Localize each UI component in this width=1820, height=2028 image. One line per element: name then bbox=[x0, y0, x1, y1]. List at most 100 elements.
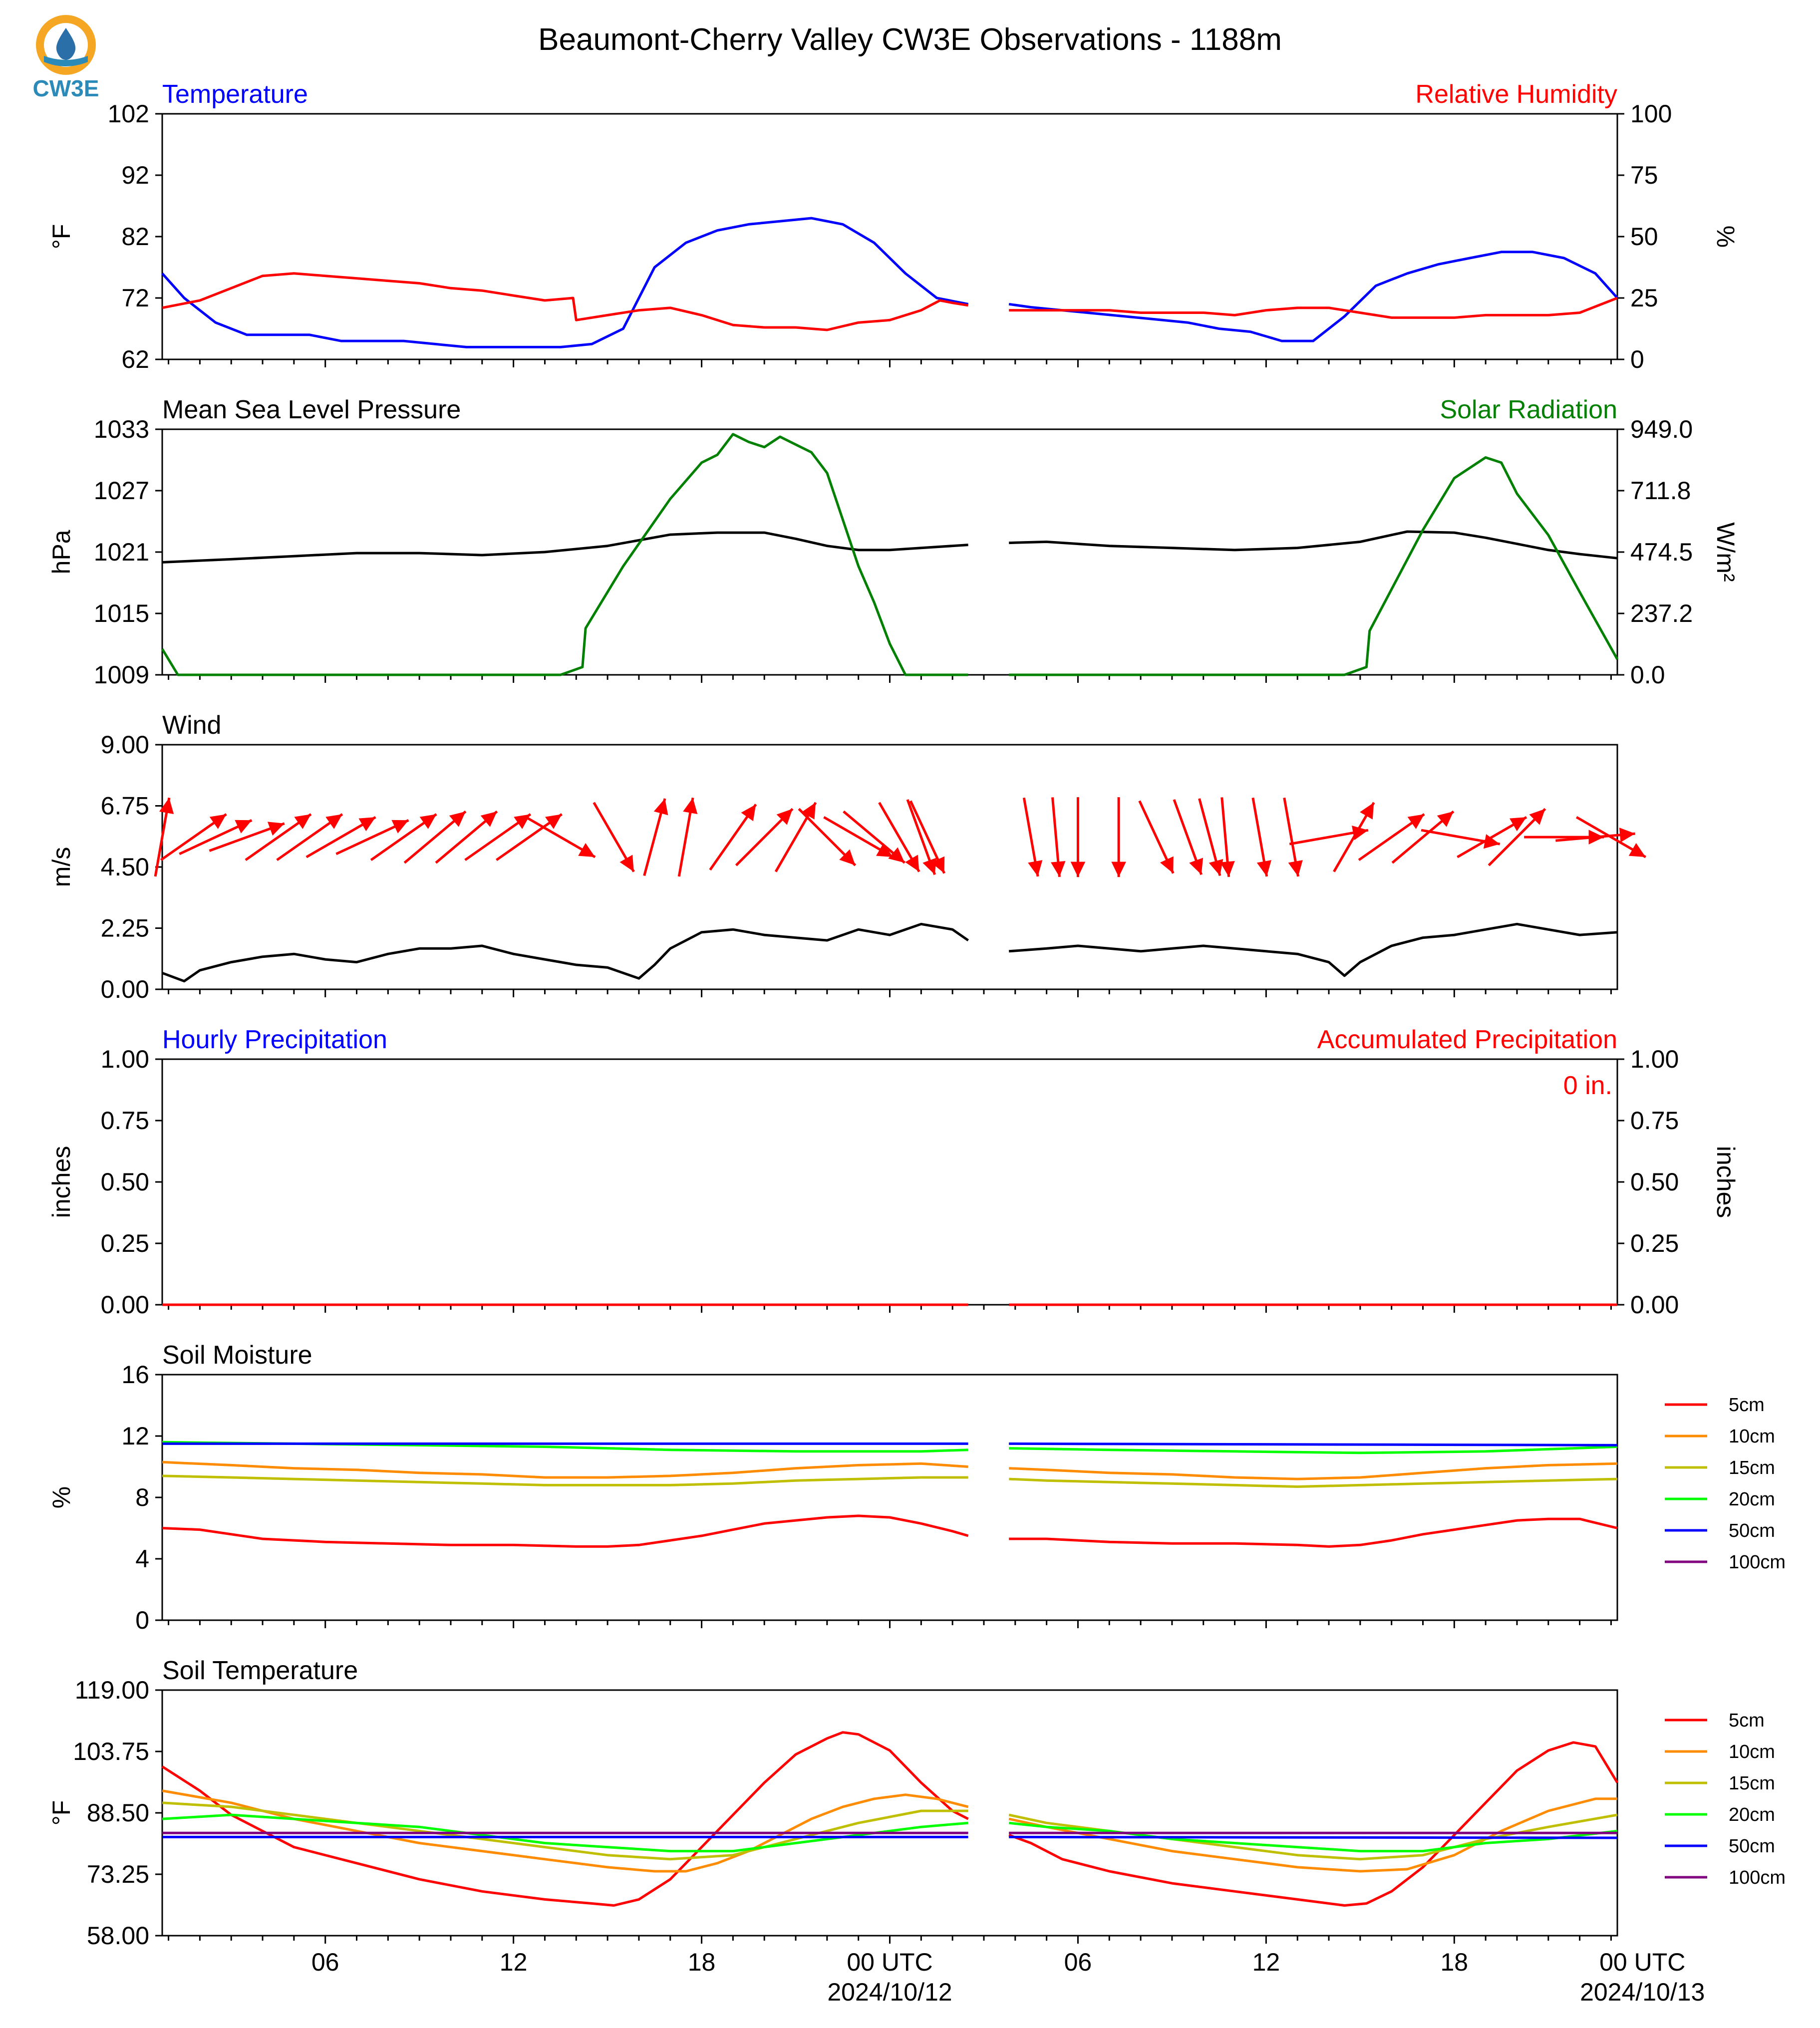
cw3e-logo-icon bbox=[36, 15, 96, 75]
wind-arrow bbox=[878, 802, 920, 872]
wind-arrow-head bbox=[922, 858, 937, 875]
wind-arrow bbox=[909, 800, 945, 874]
wind-arrow bbox=[1391, 810, 1455, 864]
wind-arrow-head bbox=[839, 849, 856, 866]
wind-arrow-head bbox=[1360, 802, 1374, 820]
panel-0: Temperature Relative Humidity 62 72 82 92 102 °… bbox=[47, 80, 1740, 373]
wind-arrow bbox=[1488, 808, 1546, 867]
series-line-relative-humidity bbox=[1009, 296, 1618, 319]
y-tick-label-left: 8 bbox=[135, 1483, 149, 1511]
wind-arrow-head bbox=[358, 817, 376, 832]
y-tick-label-right: 0.00 bbox=[1630, 1291, 1679, 1319]
legend-label: 5cm bbox=[1729, 1710, 1765, 1731]
y-axis-label-left: hPa bbox=[47, 530, 75, 574]
y-tick-label-left: 4.50 bbox=[101, 853, 149, 881]
wind-arrow-head bbox=[1220, 861, 1235, 877]
wind-arrow-head bbox=[391, 820, 409, 834]
y-axis-label-left: m/s bbox=[47, 847, 75, 887]
wind-arrow-head bbox=[876, 843, 893, 858]
wind-arrow-head bbox=[1209, 859, 1223, 876]
panel-3: Hourly Precipitation Accumulated Precipit… bbox=[47, 1025, 1740, 1319]
series-line-20cm bbox=[1008, 1821, 1618, 1853]
y-tick-label-left: 2.25 bbox=[101, 914, 149, 942]
wind-arrow-head bbox=[1189, 858, 1204, 875]
panel-title-left: Mean Sea Level Pressure bbox=[162, 395, 461, 424]
x-tick-label: 18 bbox=[1441, 1948, 1469, 1976]
wind-arrow-head bbox=[619, 855, 634, 872]
wind-arrow bbox=[154, 797, 174, 877]
wind-arrow-head bbox=[480, 811, 497, 827]
y-tick-label-left: 12 bbox=[121, 1422, 149, 1450]
cw3e-logo bbox=[26, 14, 106, 104]
wind-arrow-head bbox=[1288, 860, 1303, 876]
series-line-10cm bbox=[162, 1789, 969, 1873]
series-line-20cm bbox=[1009, 1446, 1618, 1454]
wind-arrow-head bbox=[419, 814, 437, 829]
y-tick-label-left: 92 bbox=[121, 161, 149, 189]
wind-arrow-head bbox=[267, 822, 285, 836]
wind-arrow-head bbox=[1070, 862, 1086, 877]
wind-arrow bbox=[1457, 816, 1527, 859]
series-line-10cm bbox=[1008, 1797, 1617, 1873]
legend-label: 10cm bbox=[1729, 1741, 1775, 1762]
wind-arrow bbox=[774, 802, 817, 872]
wind-arrow-head bbox=[1628, 843, 1646, 858]
y-tick-label-left: 1021 bbox=[94, 538, 149, 566]
wind-arrow bbox=[1022, 797, 1043, 877]
y-tick-label-right: 237.2 bbox=[1630, 599, 1693, 627]
y-tick-label-right: 25 bbox=[1630, 284, 1658, 312]
wind-arrow bbox=[1198, 798, 1223, 876]
wind-arrow-head bbox=[1529, 809, 1545, 825]
panel-4: Soil Moisture 0 4 8 12 16% 5cm 10cm 15cm 20cm 50cm… bbox=[47, 1341, 1786, 1634]
wind-arrow-head bbox=[545, 814, 562, 829]
series-line-mean-sea-level-pressure bbox=[1009, 530, 1618, 560]
y-axis-label-left: °F bbox=[47, 1800, 75, 1826]
wind-arrow bbox=[677, 797, 698, 877]
wind-arrow bbox=[1051, 797, 1066, 877]
wind-arrow bbox=[823, 816, 894, 859]
legend-label: 10cm bbox=[1729, 1426, 1775, 1447]
wind-arrow bbox=[1289, 825, 1369, 846]
wind-arrow-head bbox=[514, 814, 531, 829]
wind-arrow bbox=[1421, 829, 1501, 849]
series-line-15cm bbox=[1009, 1477, 1618, 1488]
legend-label: 15cm bbox=[1729, 1773, 1775, 1794]
series-line-10cm bbox=[1009, 1462, 1618, 1480]
y-axis-label-left: inches bbox=[47, 1146, 75, 1218]
y-tick-label-left: 0 bbox=[135, 1606, 149, 1634]
y-tick-label-left: 6.75 bbox=[101, 792, 149, 820]
x-date-label: 2024/10/13 bbox=[1580, 1978, 1705, 2006]
y-axis-label-left: °F bbox=[47, 224, 75, 250]
series-line-relative-humidity bbox=[162, 272, 968, 331]
y-tick-label-right: 0 bbox=[1630, 345, 1644, 373]
wind-arrow-head bbox=[683, 798, 698, 815]
x-tick-label: 00 UTC bbox=[1599, 1948, 1685, 1976]
series-line-wind bbox=[162, 922, 969, 983]
wind-arrow-head bbox=[1160, 856, 1174, 873]
y-axis-label-right: W/m² bbox=[1712, 522, 1740, 581]
y-tick-label-left: 1027 bbox=[94, 477, 149, 505]
wind-arrow bbox=[305, 816, 376, 859]
wind-arrow bbox=[525, 816, 596, 859]
y-tick-label-left: 0.25 bbox=[101, 1229, 149, 1257]
wind-arrow-head bbox=[1437, 811, 1454, 827]
wind-arrow-head bbox=[1256, 860, 1271, 876]
y-tick-label-right: 100 bbox=[1630, 100, 1672, 128]
y-tick-label-left: 72 bbox=[121, 284, 149, 312]
legend-label: 20cm bbox=[1729, 1804, 1775, 1825]
series-line-50cm bbox=[1009, 1835, 1618, 1839]
y-tick-label-left: 1033 bbox=[94, 415, 149, 443]
series-line-temperature bbox=[1008, 251, 1618, 342]
wind-arrow bbox=[179, 819, 253, 856]
series-line-5cm bbox=[161, 1731, 969, 1907]
y-tick-label-right: 949.0 bbox=[1630, 415, 1693, 443]
wind-arrow-head bbox=[905, 855, 919, 872]
y-tick-label-right: 711.8 bbox=[1630, 477, 1691, 505]
wind-arrow-head bbox=[1352, 825, 1368, 841]
plot-frame bbox=[161, 1374, 1618, 1621]
series-line-5cm bbox=[162, 1514, 969, 1548]
wind-arrow-head bbox=[1028, 860, 1043, 876]
y-tick-label-left: 16 bbox=[121, 1361, 149, 1389]
wind-arrow-head bbox=[209, 814, 227, 829]
y-tick-label-left: 88.50 bbox=[87, 1799, 149, 1827]
